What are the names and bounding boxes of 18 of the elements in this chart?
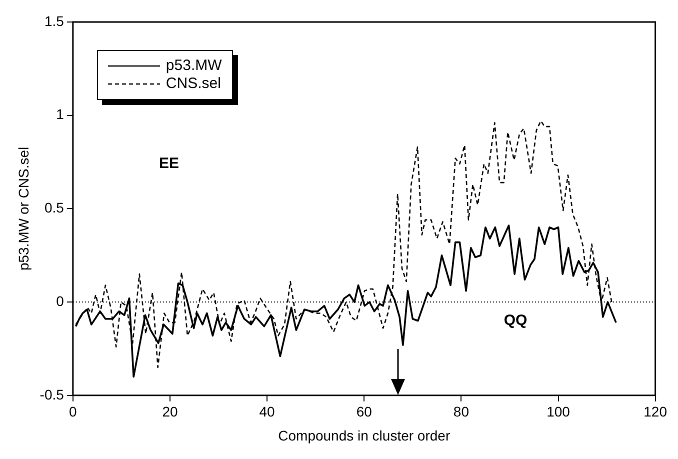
y-tick-label: 1.5 — [44, 12, 64, 29]
x-tick-label: 0 — [69, 404, 78, 420]
legend-label: p53.MW — [166, 57, 222, 75]
x-tick-label: 60 — [356, 404, 372, 420]
x-tick-label: 20 — [162, 404, 178, 420]
y-axis-title: p53.MW or CNS.sel — [15, 146, 32, 271]
y-tick-label: 0.5 — [44, 200, 64, 216]
y-tick-label: -0.5 — [40, 386, 64, 402]
legend-label: CNS.sel — [166, 75, 221, 93]
x-tick-label: 40 — [259, 404, 276, 420]
y-tick-label: 1 — [56, 106, 64, 122]
x-tick-label: 80 — [453, 404, 470, 420]
annotation: EE — [159, 155, 180, 172]
annotation: QQ — [504, 312, 528, 329]
x-tick-label: 100 — [546, 404, 570, 420]
y-tick-label: 0 — [56, 292, 64, 309]
x-axis-title: Compounds in cluster order — [278, 427, 450, 444]
x-tick-label: 120 — [644, 404, 668, 420]
